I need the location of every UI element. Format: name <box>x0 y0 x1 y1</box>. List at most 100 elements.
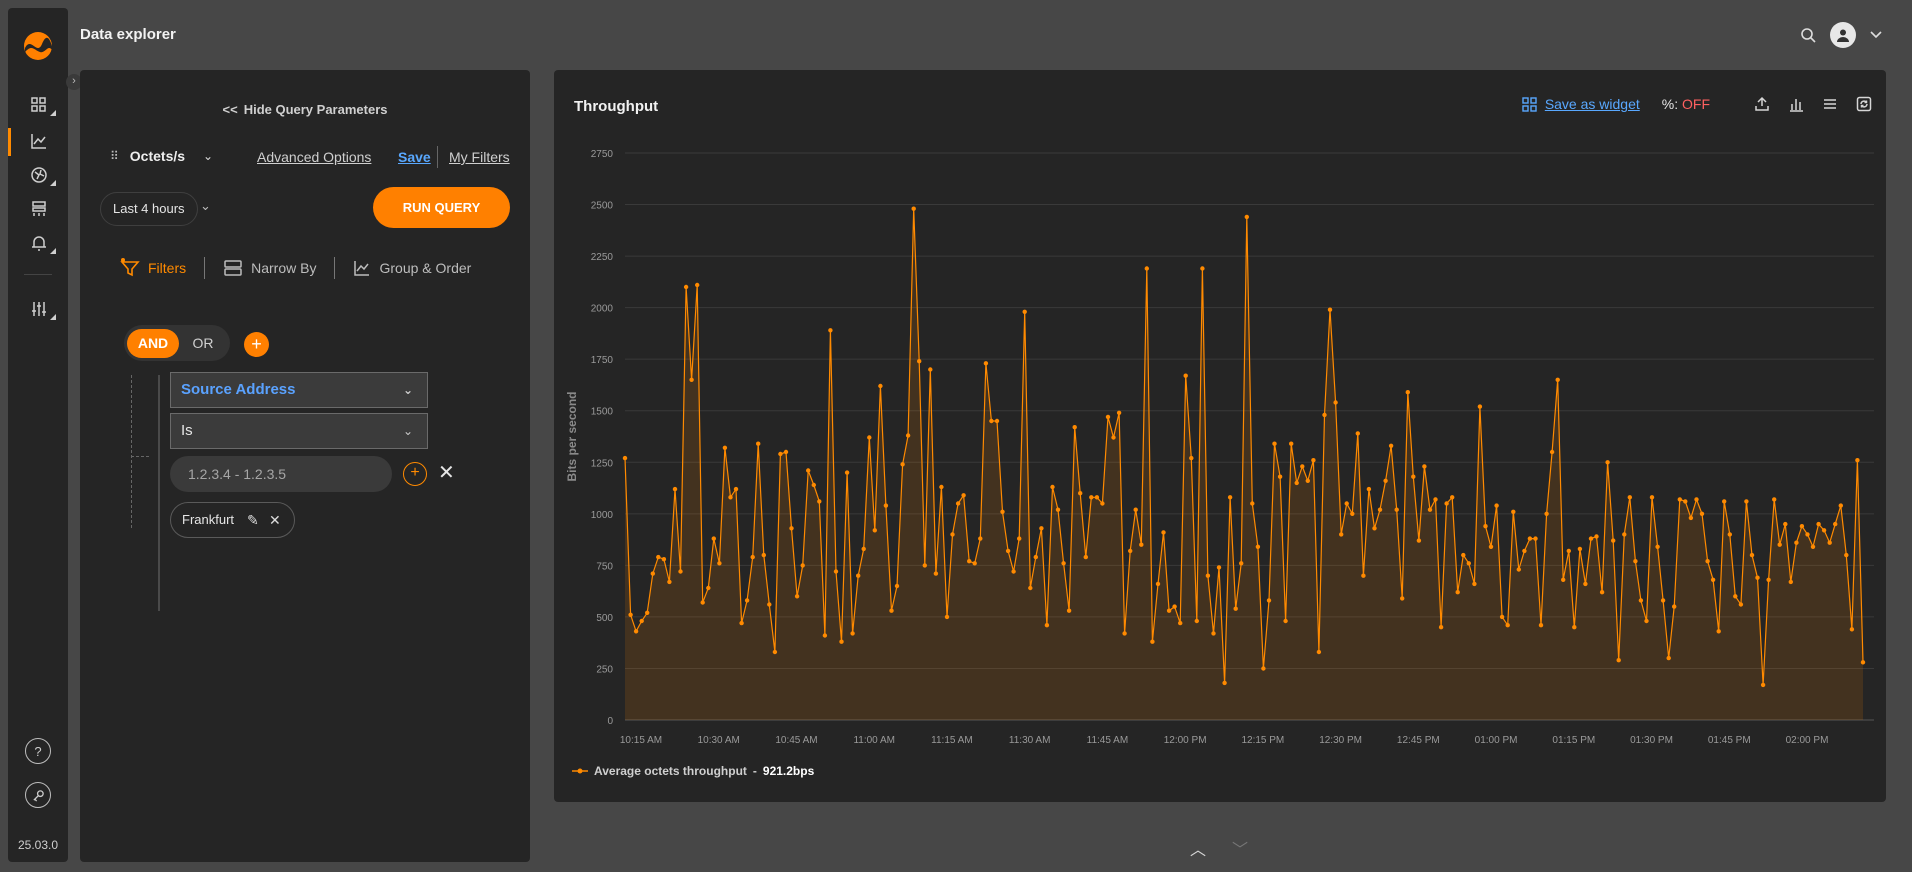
chart-line-icon[interactable] <box>26 128 52 154</box>
save-as-widget-button[interactable]: Save as widget <box>1522 96 1640 112</box>
widget-grid-icon <box>1522 96 1537 112</box>
data-point <box>961 493 966 498</box>
chart-legend[interactable]: Average octets throughput - 921.2bps <box>572 764 814 778</box>
data-point <box>1350 511 1355 516</box>
data-point <box>1028 585 1033 591</box>
or-toggle[interactable]: OR <box>192 335 214 351</box>
hide-query-parameters-button[interactable]: << Hide Query Parameters <box>80 102 530 117</box>
tab-narrow-by[interactable]: Narrow By <box>223 258 316 278</box>
data-point <box>1427 507 1433 512</box>
data-point <box>1727 532 1733 537</box>
percent-toggle[interactable]: %: OFF <box>1662 96 1710 112</box>
add-group-button[interactable]: + <box>244 332 269 357</box>
data-point <box>1400 596 1405 601</box>
data-point <box>1039 526 1044 531</box>
export-icon[interactable] <box>1754 96 1770 112</box>
data-point <box>1716 629 1721 634</box>
pencil-icon[interactable]: ✎ <box>247 512 259 528</box>
metric-value: Octets/s <box>129 148 186 164</box>
filter-value-input[interactable]: 1.2.3.4 - 1.2.3.5 <box>170 456 392 492</box>
data-point <box>833 569 839 574</box>
app-logo-icon[interactable] <box>22 30 54 62</box>
expand-rail-button[interactable]: › <box>66 74 82 90</box>
sliders-icon[interactable] <box>26 296 56 322</box>
data-point <box>639 618 644 624</box>
search-icon[interactable] <box>1800 27 1816 43</box>
metric-selector[interactable]: ⠿ Octets/s ⌄ <box>110 148 213 164</box>
time-range-select[interactable]: Last 4 hours <box>100 192 198 226</box>
x-tick-label: 11:00 AM <box>853 735 895 746</box>
my-filters-link[interactable]: My Filters <box>449 149 510 165</box>
data-point <box>1494 503 1499 508</box>
drag-grid-icon: ⠿ <box>110 149 119 163</box>
data-point <box>1083 554 1088 560</box>
data-point <box>1416 538 1422 543</box>
chevron-down-icon[interactable]: ﹀ <box>1232 842 1249 859</box>
data-point <box>1527 536 1533 541</box>
data-point <box>1499 614 1505 620</box>
data-point <box>1300 464 1305 469</box>
data-point <box>1261 666 1266 671</box>
saved-filter-chip[interactable]: Frankfurt ✎ ✕ <box>170 502 295 538</box>
data-point <box>1466 561 1471 566</box>
tab-group-order[interactable]: Group & Order <box>353 259 471 277</box>
bar-chart-icon[interactable] <box>1788 96 1804 112</box>
data-point <box>689 377 694 382</box>
data-point <box>1749 552 1755 558</box>
data-point <box>1133 507 1138 512</box>
menu-icon[interactable] <box>1822 96 1838 112</box>
data-point <box>1833 521 1838 527</box>
rail-divider <box>24 274 52 275</box>
advanced-options-link[interactable]: Advanced Options <box>257 149 372 165</box>
data-point <box>972 561 977 566</box>
double-chevron-left-icon: << <box>222 102 238 117</box>
run-query-button[interactable]: RUN QUERY <box>373 187 510 228</box>
chevron-up-icon[interactable]: ︿ <box>1190 842 1207 859</box>
data-point <box>1511 509 1516 514</box>
data-point <box>761 552 766 558</box>
query-panel: << Hide Query Parameters ⠿ Octets/s ⌄ Adv… <box>80 70 530 862</box>
and-toggle[interactable]: AND <box>127 328 179 358</box>
bell-icon[interactable] <box>26 230 56 256</box>
chevron-down-icon[interactable] <box>1870 31 1882 39</box>
data-point <box>1805 532 1810 537</box>
data-point <box>1827 540 1832 545</box>
data-point <box>1655 544 1660 549</box>
data-point <box>645 610 650 615</box>
avatar[interactable] <box>1830 22 1856 48</box>
sitemap-icon[interactable] <box>26 196 52 222</box>
data-point <box>1594 534 1599 539</box>
save-as-widget-label: Save as widget <box>1544 96 1640 112</box>
divider <box>437 146 438 168</box>
help-icon[interactable]: ? <box>25 738 51 764</box>
close-icon[interactable]: ✕ <box>269 512 281 528</box>
y-tick-label: 1250 <box>591 458 614 469</box>
data-point <box>1311 458 1316 463</box>
data-point <box>917 359 922 364</box>
card-title: Throughput <box>574 98 659 115</box>
data-point <box>1100 501 1105 506</box>
data-point <box>1450 495 1455 500</box>
key-icon[interactable] <box>25 782 51 808</box>
save-link[interactable]: Save <box>398 149 431 165</box>
data-point <box>983 361 989 366</box>
data-point <box>878 383 883 389</box>
filter-operator-select[interactable]: Is ⌄ <box>170 413 428 449</box>
data-point <box>622 455 628 461</box>
x-tick-label: 12:45 PM <box>1397 735 1440 746</box>
data-point <box>1644 618 1649 624</box>
add-value-button[interactable]: + <box>403 462 427 486</box>
data-point <box>1116 410 1122 415</box>
chevron-down-icon[interactable]: ⌄ <box>200 198 211 213</box>
refresh-icon[interactable] <box>1856 96 1872 112</box>
data-point <box>728 495 733 500</box>
data-point <box>967 559 972 564</box>
filter-field-select[interactable]: Source Address ⌄ <box>170 372 428 408</box>
data-point <box>1605 460 1610 465</box>
dashboard-icon[interactable] <box>26 92 56 118</box>
data-point <box>1688 515 1694 521</box>
close-icon[interactable]: ✕ <box>438 462 455 484</box>
tab-filters[interactable]: Filters <box>120 258 186 278</box>
globe-icon[interactable] <box>26 162 56 188</box>
data-point <box>1233 606 1238 611</box>
